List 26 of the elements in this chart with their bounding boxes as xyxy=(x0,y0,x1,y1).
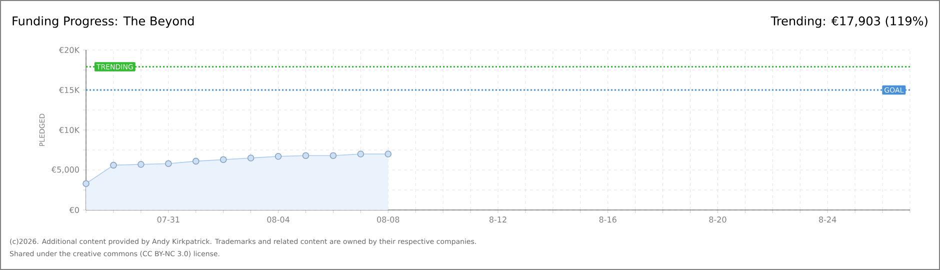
point xyxy=(192,158,200,165)
point xyxy=(165,160,172,167)
point xyxy=(138,160,144,168)
x-tick-label: 8-12 xyxy=(489,216,506,223)
point xyxy=(247,154,254,162)
point xyxy=(220,156,227,163)
x-tick-label: 08-08 xyxy=(377,216,400,223)
point xyxy=(384,150,392,158)
x-tick-label: 8-16 xyxy=(599,216,616,223)
x-tick-label: 08-04 xyxy=(267,216,290,223)
point xyxy=(274,152,282,160)
chart-subtitle: Trending: €17,903 (119%) xyxy=(770,16,928,28)
y-tick-label: €5,000 xyxy=(51,166,79,174)
y-tick-label: €10K xyxy=(58,126,80,134)
point xyxy=(302,152,310,159)
x-tick-label: 8-20 xyxy=(709,216,726,223)
point xyxy=(357,150,364,158)
y-tick-label: €0 xyxy=(69,206,79,214)
y-tick-label: €15K xyxy=(58,86,80,94)
x-tick-label: 8-24 xyxy=(819,216,836,223)
x-tick-label: 07-31 xyxy=(157,216,180,223)
point xyxy=(330,152,337,159)
point xyxy=(82,180,90,187)
y-tick-label: €20K xyxy=(58,46,80,54)
chart-title: Funding Progress: The Beyond xyxy=(12,16,194,28)
point xyxy=(110,162,117,169)
